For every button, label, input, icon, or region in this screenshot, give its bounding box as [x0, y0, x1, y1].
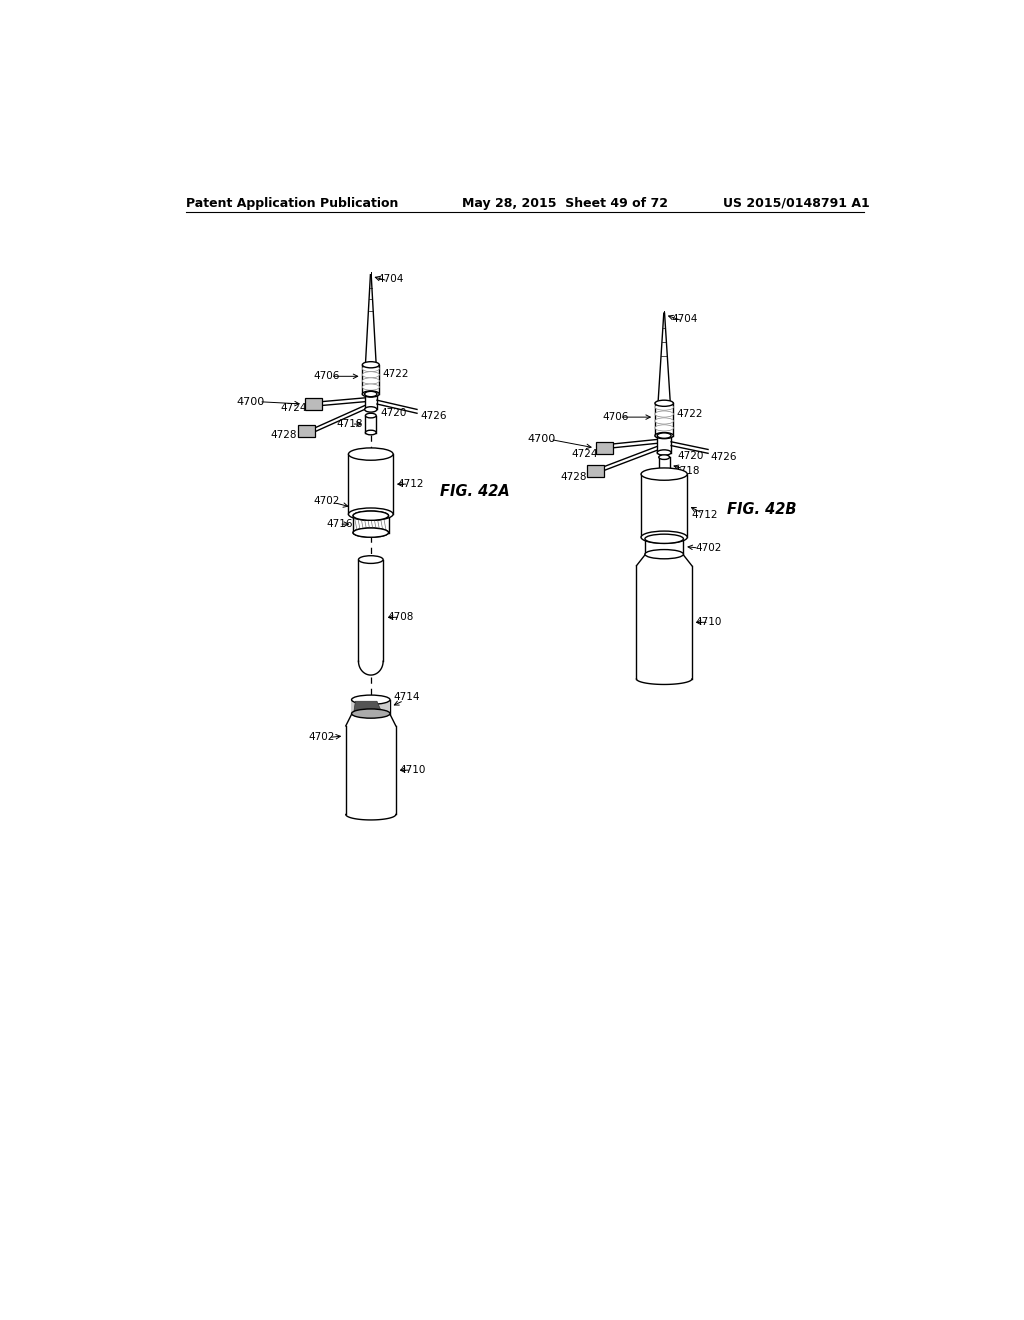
Polygon shape [354, 701, 382, 711]
Polygon shape [305, 397, 323, 411]
Ellipse shape [362, 362, 379, 368]
Ellipse shape [366, 430, 376, 434]
Text: 4710: 4710 [695, 618, 722, 627]
Ellipse shape [362, 391, 379, 397]
Text: 4726: 4726 [421, 411, 447, 421]
Ellipse shape [362, 378, 379, 384]
Ellipse shape [351, 709, 390, 718]
Text: US 2015/0148791 A1: US 2015/0148791 A1 [723, 197, 869, 210]
Text: 4718: 4718 [674, 466, 700, 477]
Ellipse shape [641, 531, 687, 544]
Ellipse shape [365, 407, 377, 412]
Text: 4700: 4700 [237, 397, 264, 407]
Polygon shape [596, 442, 613, 454]
Text: 4716: 4716 [326, 519, 352, 529]
Text: 4714: 4714 [394, 693, 421, 702]
Text: 4728: 4728 [560, 473, 587, 482]
Text: May 28, 2015  Sheet 49 of 72: May 28, 2015 Sheet 49 of 72 [462, 197, 668, 210]
Ellipse shape [351, 696, 390, 705]
Text: 4702: 4702 [695, 543, 722, 553]
Ellipse shape [655, 404, 674, 411]
Ellipse shape [353, 511, 388, 520]
Text: 4712: 4712 [691, 510, 718, 520]
Ellipse shape [655, 400, 674, 407]
Text: 4702: 4702 [309, 733, 335, 742]
Ellipse shape [362, 366, 379, 372]
Ellipse shape [348, 508, 393, 520]
Ellipse shape [353, 528, 388, 537]
Text: 4722: 4722 [382, 370, 409, 379]
Ellipse shape [658, 455, 670, 459]
Ellipse shape [645, 535, 683, 544]
Ellipse shape [655, 425, 674, 432]
Ellipse shape [655, 411, 674, 417]
Ellipse shape [353, 511, 388, 520]
Ellipse shape [655, 418, 674, 424]
Ellipse shape [348, 447, 393, 461]
Text: 4706: 4706 [313, 371, 339, 381]
Polygon shape [298, 425, 314, 437]
Polygon shape [587, 465, 604, 478]
Polygon shape [352, 701, 389, 714]
Ellipse shape [645, 549, 683, 558]
Ellipse shape [366, 413, 376, 418]
Text: 4718: 4718 [336, 418, 362, 429]
Ellipse shape [655, 433, 674, 438]
Text: Patent Application Publication: Patent Application Publication [186, 197, 398, 210]
Ellipse shape [657, 450, 671, 455]
Ellipse shape [641, 469, 687, 480]
Ellipse shape [365, 391, 377, 397]
Text: 4700: 4700 [527, 434, 555, 445]
Ellipse shape [353, 528, 388, 537]
Ellipse shape [362, 372, 379, 378]
Ellipse shape [362, 384, 379, 391]
Text: 4710: 4710 [399, 766, 426, 775]
Text: 4702: 4702 [313, 496, 339, 506]
Text: 4724: 4724 [571, 449, 598, 459]
Text: 4724: 4724 [281, 403, 307, 413]
Ellipse shape [657, 433, 671, 438]
Text: FIG. 42B: FIG. 42B [727, 502, 797, 517]
Text: 4728: 4728 [270, 430, 297, 440]
Text: 4712: 4712 [397, 479, 424, 490]
Ellipse shape [658, 470, 670, 475]
Text: 4720: 4720 [677, 451, 703, 462]
Text: 4704: 4704 [377, 273, 403, 284]
Text: 4706: 4706 [602, 412, 629, 422]
Text: FIG. 42A: FIG. 42A [440, 484, 510, 499]
Text: 4726: 4726 [711, 453, 737, 462]
Text: 4704: 4704 [672, 314, 698, 323]
Text: 4722: 4722 [677, 409, 703, 418]
Text: 4708: 4708 [388, 612, 414, 622]
Ellipse shape [358, 556, 383, 564]
Text: 4720: 4720 [380, 408, 407, 418]
